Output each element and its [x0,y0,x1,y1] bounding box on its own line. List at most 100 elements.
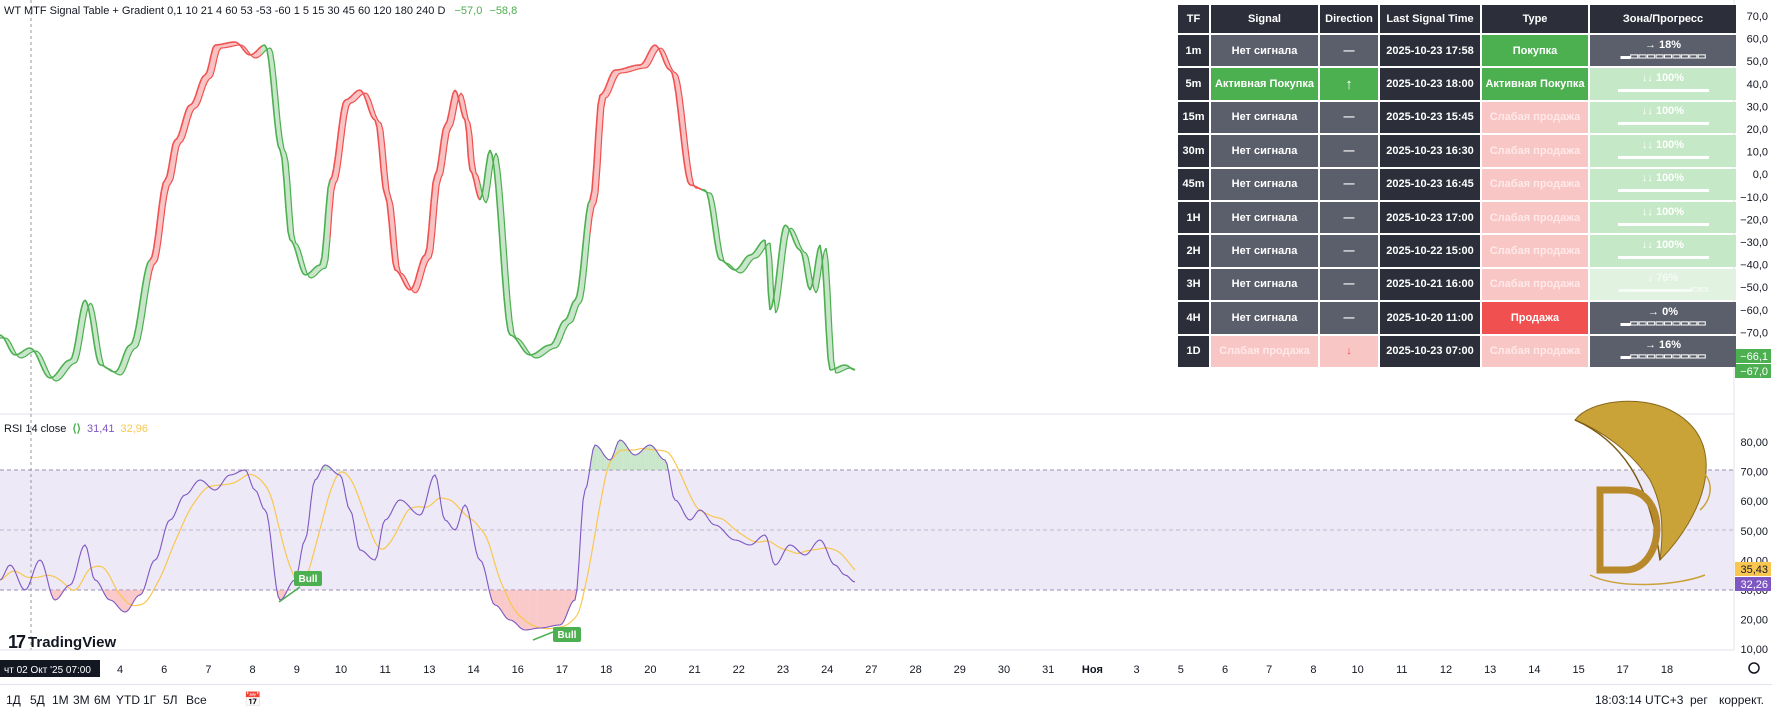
clock-label[interactable]: 18:03:14 UTC+3 [1595,693,1683,707]
wt-price-axis[interactable]: 70,060,050,040,030,020,010,00,0−10,0−20,… [1740,11,1768,362]
wt-value-1: −57,0 [454,5,482,17]
rsi-oversold-fill [497,590,499,607]
row-direction: — [1320,35,1378,66]
wt-fast-segment [261,45,263,46]
wt-axis-tick: 40,0 [1747,79,1768,91]
rsi-overbought-fill [631,453,633,470]
wt-fast-segment [613,70,615,71]
range-button[interactable]: 3М [73,693,90,707]
rsi-overbought-fill [644,446,646,470]
row-zone-label: ↓↓ 100% [1642,172,1684,184]
wt-fast-segment [24,349,26,350]
row-zone: ↓↓ 100%▬▬▬▬▬▬▬▬▬▬ [1590,235,1736,266]
wt-slow-segment [108,368,110,369]
wt-fast-segment [26,348,28,349]
wt-fast-segment [832,369,834,370]
row-direction: ↓ [1320,336,1378,367]
rsi-axis-tick: 70,00 [1740,467,1768,479]
wt-fast-segment [563,320,565,321]
rsi-oversold-fill [527,590,529,630]
wt-fast-segment [188,105,190,106]
row-signal: Нет сигнала [1211,35,1318,66]
wt-fast-segment [360,90,362,91]
time-axis-label: 28 [909,664,921,676]
rsi-oversold-fill [508,590,510,620]
row-tf: 30m [1178,135,1209,166]
range-button[interactable]: 5Д [30,693,45,707]
row-zone: → 0%▬▭▭▭▭▭▭▭▭▭ [1590,302,1736,333]
row-signal: Нет сигнала [1211,269,1318,300]
rsi-oversold-fill [525,590,527,630]
rsi-legend[interactable]: RSI 14 close ⟨⟩ 31,41 32,96 [4,422,148,435]
time-axis-label: 6 [161,664,167,676]
wt-fast-segment [395,270,397,271]
wt-legend[interactable]: WT MTF Signal Table + Gradient 0,1 10 21… [4,5,517,17]
wt-fast-segment [550,344,552,345]
row-zone-progress-bar: ▬▬▬▬▬▬▬▬▬▬ [1618,117,1708,129]
calendar-icon[interactable]: 📅 [244,691,261,708]
row-zone-progress-bar: ▬▭▭▭▭▭▭▭▭▭ [1620,351,1705,363]
range-button[interactable]: 6М [94,693,111,707]
range-button[interactable]: YTD [116,693,140,707]
range-button[interactable]: 1М [52,693,69,707]
wt-slow-segment [699,189,701,190]
wt-fast-segment [316,265,318,266]
rsi-badge-1: 35,43 [1735,562,1771,576]
range-button[interactable]: 1Г [143,693,156,707]
rsi-source-icon[interactable]: ⟨⟩ [72,422,81,435]
wt-fast-segment [23,350,25,351]
rsi-oversold-fill [558,590,560,625]
wt-fast-segment [534,353,536,354]
wt-slow-segment [661,48,663,49]
wt-fast-segment [627,67,629,68]
rsi-axis-tick: 60,00 [1740,496,1768,508]
tradingview-logo-icon: 17 [8,632,24,653]
wt-slow-segment [646,67,648,68]
rsi-oversold-fill [544,590,546,628]
row-time: 2025-10-23 16:45 [1380,169,1480,200]
time-axis-label: 5 [1178,664,1184,676]
row-zone-progress-bar: ▬▭▭▭▭▭▭▭▭▭ [1620,51,1705,63]
tradingview-logo[interactable]: 17 TradingView [8,632,116,653]
range-button[interactable]: 5Л [163,693,178,707]
wt-slow-segment [401,273,403,274]
row-zone-label: → 18% [1645,39,1681,51]
row-zone: ↓↓ 100%▬▬▬▬▬▬▬▬▬▬ [1590,135,1736,166]
row-type: Слабая продажа [1482,269,1588,300]
wt-fast-segment [356,90,358,91]
range-button[interactable]: 1Д [6,693,21,707]
row-tf: 2H [1178,235,1209,266]
wt-fast-segment [66,360,68,361]
axis-settings-icon[interactable] [1749,663,1759,673]
row-tf: 1D [1178,336,1209,367]
time-axis-label: 18 [1661,664,1673,676]
wt-badge-2: −67,0 [1735,364,1771,378]
row-zone: → 18%▬▭▭▭▭▭▭▭▭▭ [1590,35,1736,66]
wt-fast-segment [128,345,130,346]
session-mode[interactable]: рег [1690,693,1708,707]
adjust-mode[interactable]: коррект. [1719,693,1764,707]
rsi-overbought-fill [663,459,665,470]
wt-slow-segment [117,374,119,375]
row-type: Продажа [1482,302,1588,333]
wt-fast-segment [373,119,375,120]
wt-axis-tick: 0,0 [1753,169,1768,181]
wt-axis-tick: 60,0 [1747,34,1768,46]
row-tf: 1m [1178,35,1209,66]
rsi-oversold-fill [536,590,538,628]
wt-fast-segment [750,254,752,255]
wt-fast-segment [532,354,534,355]
row-zone-progress-bar: ▬▬▬▬▬▬▬▬▬▬ [1618,251,1708,263]
rsi-oversold-fill [531,590,533,629]
rsi-oversold-fill [550,590,552,627]
crosshair-date-label: чт 02 Окт '25 07:00 [4,665,91,676]
rsi-overbought-fill [595,445,597,470]
wt-slow-segment [630,71,632,72]
time-axis-label: 16 [512,664,524,676]
wt-slow-segment [23,357,25,358]
time-axis-label: 24 [821,664,833,676]
range-button[interactable]: Все [186,693,207,707]
